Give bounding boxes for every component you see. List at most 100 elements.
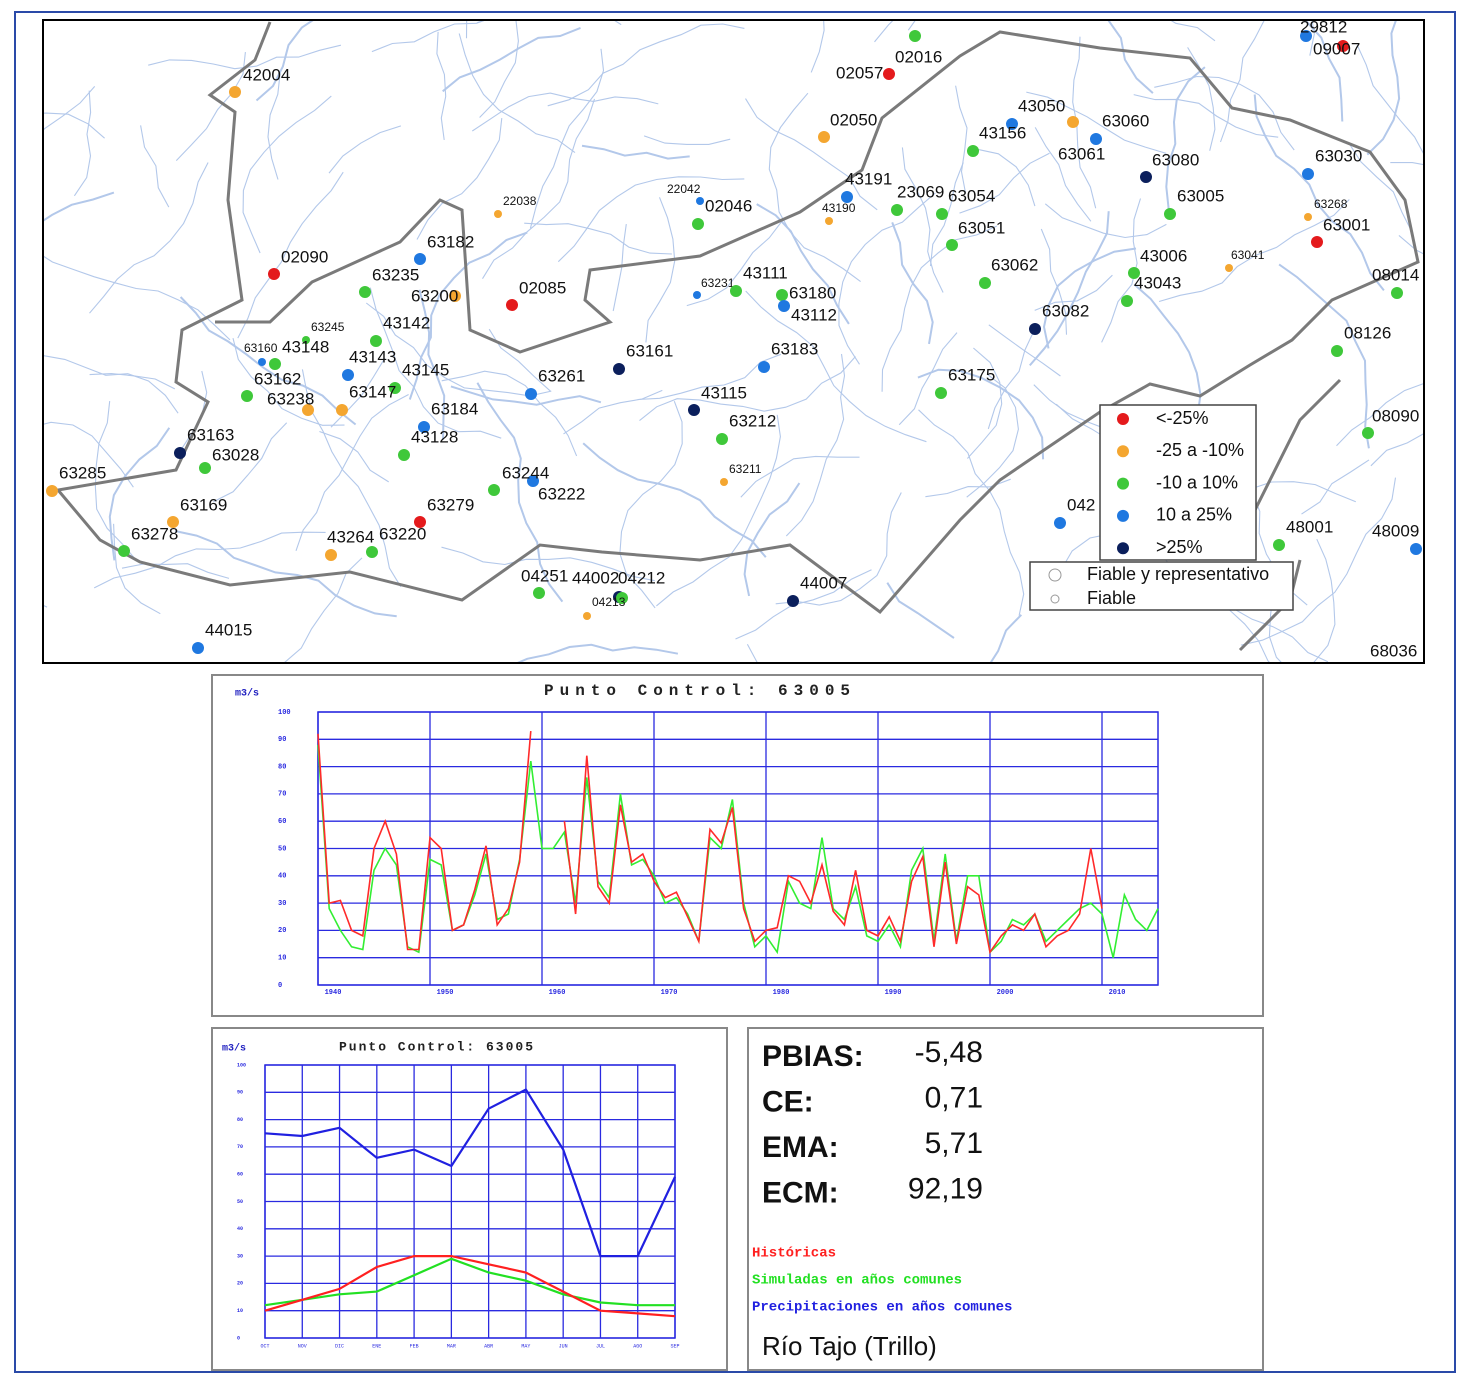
y-tick-label: 10	[278, 955, 286, 963]
station	[688, 404, 700, 416]
station-label: 43142	[383, 313, 430, 332]
station	[336, 404, 348, 416]
y-tick-label: 60	[237, 1172, 243, 1178]
station-label: 042	[1067, 495, 1095, 514]
x-tick-label: 1950	[437, 989, 454, 997]
station	[936, 208, 948, 220]
x-tick-label: NOV	[298, 1343, 307, 1349]
station	[1225, 264, 1233, 272]
station	[342, 369, 354, 381]
station	[199, 462, 211, 474]
station-label: 68036	[1370, 641, 1417, 660]
x-tick-label: 1980	[773, 989, 790, 997]
station-label: 63005	[1177, 186, 1224, 205]
station	[720, 478, 728, 486]
chart-title: Punto Control: 63005	[544, 682, 856, 700]
station	[1067, 116, 1079, 128]
stat-value: 5,71	[925, 1127, 983, 1160]
stat-label: PBIAS:	[762, 1040, 864, 1073]
station	[716, 433, 728, 445]
station-label: 43111	[743, 263, 788, 282]
y-tick-label: 100	[237, 1062, 246, 1068]
station	[909, 30, 921, 42]
station-label: 63279	[427, 495, 474, 514]
station-label: 63200	[411, 286, 458, 305]
legend-label: <-25%	[1156, 408, 1209, 428]
station-label: 63220	[379, 524, 426, 543]
station	[192, 642, 204, 654]
station	[118, 545, 130, 557]
station-label: 63163	[187, 425, 234, 444]
station-label: 43050	[1018, 96, 1065, 115]
station	[946, 239, 958, 251]
y-tick-label: 30	[237, 1253, 243, 1259]
station-label: 63169	[180, 495, 227, 514]
station-label: 02057	[836, 63, 883, 82]
station	[366, 546, 378, 558]
stat-value: -5,48	[915, 1036, 983, 1069]
station	[693, 291, 701, 299]
station-label: 63244	[502, 463, 549, 482]
station	[758, 361, 770, 373]
station-label: 63175	[948, 365, 995, 384]
station-label: 48009	[1372, 521, 1419, 540]
stat-label: ECM:	[762, 1176, 839, 1209]
station	[398, 449, 410, 461]
y-tick-label: 0	[237, 1335, 240, 1341]
station	[174, 447, 186, 459]
station-label: 63060	[1102, 111, 1149, 130]
station	[692, 218, 704, 230]
river	[0, 612, 43, 706]
station	[979, 277, 991, 289]
x-tick-label: 1990	[885, 989, 902, 997]
x-tick-label: 1960	[549, 989, 566, 997]
station-label: 08090	[1372, 406, 1419, 425]
station	[494, 210, 502, 218]
x-tick-label: DIC	[335, 1343, 344, 1349]
x-tick-label: 2010	[1109, 989, 1126, 997]
x-tick-label: 2000	[997, 989, 1014, 997]
station-label: 43148	[282, 337, 329, 356]
station-label: 63268	[1314, 197, 1348, 211]
station	[241, 390, 253, 402]
station	[778, 300, 790, 312]
legend-label: Históricas	[752, 1246, 836, 1262]
station-label: 43115	[701, 383, 747, 402]
legend-label: Precipitaciones en años comunes	[752, 1300, 1012, 1316]
stat-label: EMA:	[762, 1131, 839, 1164]
station-label: 63001	[1323, 215, 1370, 234]
station-label: 43190	[822, 201, 856, 215]
y-tick-label: 60	[278, 818, 286, 826]
legend-label: -10 a 10%	[1156, 472, 1238, 492]
station-label: 02050	[830, 110, 877, 129]
station-label: 43043	[1134, 273, 1181, 292]
station-label: 63082	[1042, 301, 1089, 320]
station	[883, 68, 895, 80]
stat-value: 0,71	[925, 1081, 983, 1114]
station	[1054, 517, 1066, 529]
chart-title: Punto Control: 63005	[339, 1039, 535, 1054]
y-tick-label: 20	[278, 927, 286, 935]
station-label: 63278	[131, 524, 178, 543]
station	[891, 204, 903, 216]
station-label: 63222	[538, 484, 585, 503]
station	[1311, 236, 1323, 248]
station-label: 43143	[349, 347, 396, 366]
station-label: 44007	[800, 573, 847, 592]
station-label: 43264	[327, 527, 374, 546]
stat-value: 92,19	[908, 1172, 983, 1205]
y-tick-label: 0	[278, 982, 282, 990]
station-label: 63235	[372, 265, 419, 284]
station	[325, 549, 337, 561]
station-label: 63211	[729, 462, 762, 476]
station-label: 02090	[281, 247, 328, 266]
station-label: 43191	[845, 169, 892, 188]
station-label: 43128	[411, 427, 458, 446]
station-label: 63285	[59, 463, 106, 482]
x-tick-label: ABR	[484, 1343, 493, 1349]
legend-label: 10 a 25%	[1156, 505, 1232, 525]
x-tick-label: MAR	[447, 1343, 456, 1349]
station	[370, 335, 382, 347]
legend-label: Fiable	[1087, 588, 1136, 608]
station-label: 04212	[618, 568, 665, 587]
